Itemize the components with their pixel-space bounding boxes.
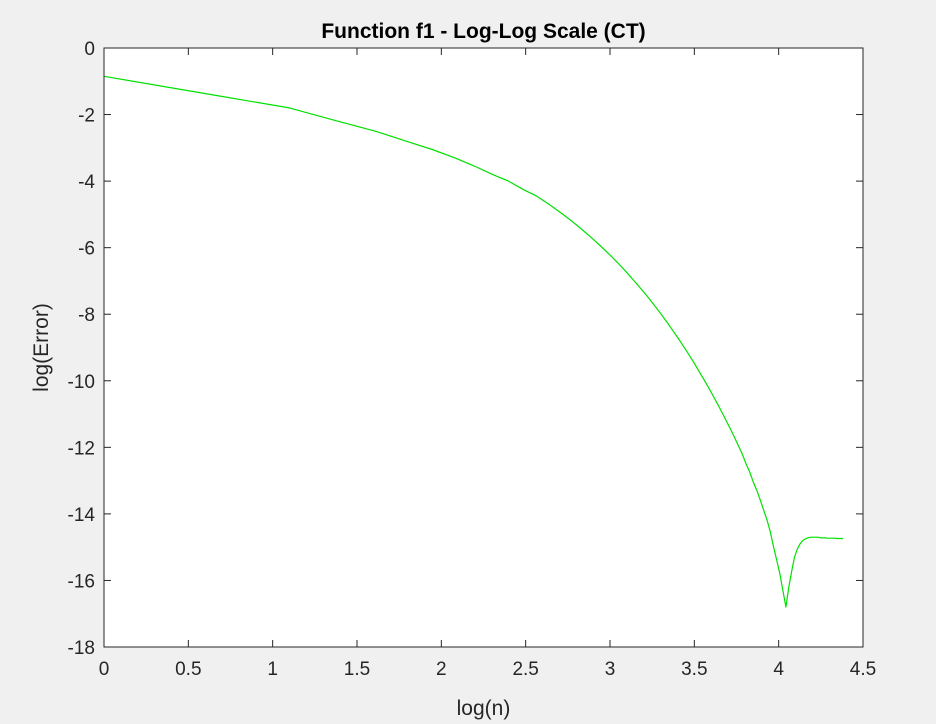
y-tick-label: -6 — [78, 239, 95, 260]
series-layer — [103, 75, 844, 608]
x-tick-label: 2 — [436, 659, 447, 680]
y-tick-label: -10 — [68, 372, 95, 393]
x-tick-label: 3 — [605, 659, 616, 680]
y-tick-label: -4 — [78, 172, 95, 193]
axes-box — [103, 47, 864, 648]
x-tick-label: 4 — [773, 659, 784, 680]
plot-area — [104, 48, 863, 647]
y-tick-label: -12 — [68, 438, 95, 459]
y-tick-label: 0 — [84, 39, 95, 60]
axes-layer — [103, 47, 864, 648]
x-tick-label: 1 — [267, 659, 278, 680]
y-tick-label: -18 — [68, 638, 95, 659]
series-line-1 — [103, 75, 844, 608]
x-tick-label: 0.5 — [175, 659, 201, 680]
x-ticks: 0 0.5 1 1.5 2 2.5 3 3.5 4 4.5 — [99, 48, 876, 680]
x-tick-label: 2.5 — [512, 659, 538, 680]
y-tick-label: -16 — [68, 571, 95, 592]
y-tick-label: -14 — [68, 505, 96, 526]
y-tick-label: -2 — [78, 106, 95, 127]
x-tick-label: 1.5 — [344, 659, 370, 680]
x-tick-label: 4.5 — [850, 659, 876, 680]
x-tick-label: 3.5 — [681, 659, 707, 680]
y-axis-label: log(Error) — [30, 303, 53, 392]
x-axis-label: log(n) — [457, 697, 511, 720]
y-ticks: 0 -2 -4 -6 -8 -10 -12 -14 -16 -18 — [68, 39, 863, 659]
chart-title: Function f1 - Log-Log Scale (CT) — [321, 20, 645, 43]
y-tick-label: -8 — [78, 305, 95, 326]
x-tick-label: 0 — [99, 659, 110, 680]
